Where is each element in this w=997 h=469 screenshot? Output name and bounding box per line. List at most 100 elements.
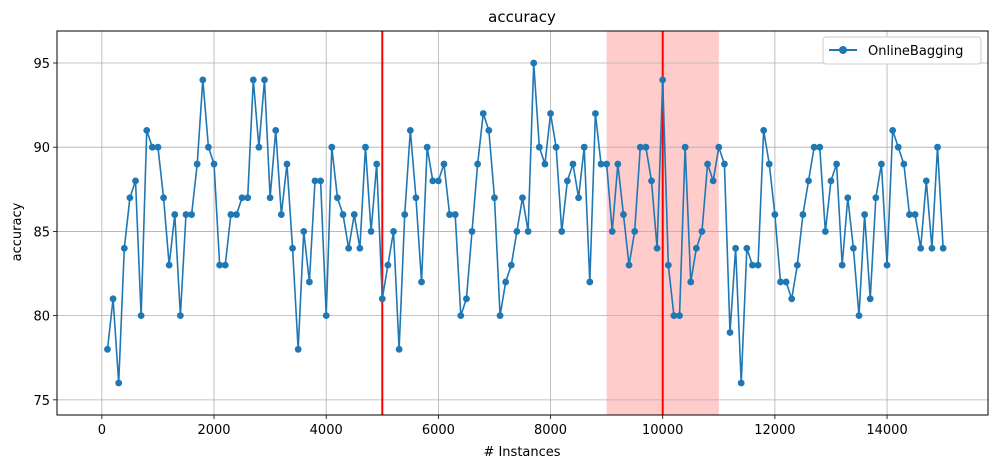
- data-point-118: [765, 160, 773, 168]
- data-point-26: [249, 76, 257, 84]
- x-tick-label-8000: 8000: [534, 423, 567, 438]
- data-point-137: [872, 194, 880, 202]
- data-point-145: [917, 244, 925, 252]
- data-point-68: [485, 126, 493, 134]
- data-point-19: [210, 160, 218, 168]
- legend: OnlineBagging: [822, 36, 982, 65]
- data-point-103: [681, 143, 689, 151]
- data-point-8: [148, 143, 156, 151]
- data-point-143: [906, 211, 913, 218]
- data-point-144: [911, 211, 919, 218]
- data-point-135: [861, 211, 869, 218]
- data-point-43: [345, 244, 353, 252]
- grid-layer: [57, 31, 988, 415]
- data-point-30: [272, 126, 280, 134]
- data-point-69: [491, 194, 498, 202]
- data-point-122: [788, 295, 796, 303]
- data-point-34: [294, 345, 302, 353]
- data-point-99: [659, 76, 667, 84]
- data-point-59: [434, 177, 442, 185]
- data-point-120: [777, 278, 784, 286]
- data-point-111: [726, 329, 734, 336]
- data-point-131: [838, 261, 846, 269]
- data-point-5: [132, 177, 139, 185]
- data-point-90: [608, 228, 616, 235]
- data-point-113: [737, 379, 745, 387]
- x-axis-label: # Instances: [483, 445, 560, 460]
- data-point-147: [928, 244, 936, 252]
- data-point-94: [631, 228, 639, 235]
- data-point-141: [894, 143, 902, 151]
- data-point-96: [642, 143, 650, 151]
- data-point-27: [255, 143, 263, 151]
- data-point-119: [771, 211, 779, 218]
- data-point-0: [104, 345, 111, 353]
- data-point-49: [378, 295, 386, 303]
- data-point-114: [743, 244, 751, 252]
- data-point-10: [160, 194, 167, 202]
- y-tick-label-75: 75: [33, 394, 50, 409]
- data-point-42: [339, 211, 347, 218]
- y-ticks: 75 80 85 90 95: [33, 57, 57, 409]
- data-point-117: [760, 126, 768, 134]
- data-point-101: [670, 312, 678, 320]
- data-point-133: [849, 244, 857, 252]
- data-point-78: [541, 160, 549, 168]
- data-point-44: [350, 211, 358, 218]
- data-point-53: [401, 211, 409, 218]
- data-point-65: [468, 228, 476, 235]
- data-point-61: [446, 211, 453, 218]
- data-point-95: [636, 143, 644, 151]
- data-point-140: [889, 126, 897, 134]
- data-point-14: [182, 211, 190, 218]
- data-point-88: [597, 160, 605, 168]
- data-point-6: [137, 312, 145, 320]
- data-point-138: [878, 160, 885, 168]
- data-point-148: [934, 143, 941, 151]
- data-point-81: [558, 228, 566, 235]
- data-point-12: [171, 211, 179, 218]
- data-point-70: [496, 312, 504, 320]
- x-tick-label-14000: 14000: [866, 423, 907, 438]
- data-point-20: [216, 261, 224, 269]
- x-tick-label-6000: 6000: [422, 423, 455, 438]
- data-point-3: [120, 244, 128, 252]
- legend-label: OnlineBagging: [868, 44, 963, 59]
- data-point-41: [334, 194, 341, 202]
- data-point-142: [900, 160, 908, 168]
- series-layer: [104, 59, 947, 387]
- x-tick-label-10000: 10000: [642, 423, 683, 438]
- data-point-104: [687, 278, 695, 286]
- data-point-77: [535, 143, 543, 151]
- data-point-80: [552, 143, 560, 151]
- data-point-37: [311, 177, 319, 185]
- y-tick-label-95: 95: [33, 57, 50, 72]
- data-point-100: [664, 261, 672, 269]
- data-point-22: [227, 211, 235, 218]
- data-point-106: [698, 228, 706, 235]
- data-point-23: [233, 211, 240, 218]
- data-point-126: [810, 143, 818, 151]
- data-point-83: [569, 160, 577, 168]
- data-point-33: [289, 244, 296, 252]
- series-line-0: [106, 62, 944, 384]
- data-point-63: [457, 312, 465, 320]
- y-axis-label: accuracy: [10, 202, 25, 261]
- data-point-38: [317, 177, 324, 185]
- data-point-136: [866, 295, 874, 303]
- data-point-66: [474, 160, 482, 168]
- data-point-116: [754, 261, 762, 269]
- data-point-93: [625, 261, 633, 269]
- data-point-107: [704, 160, 711, 168]
- data-point-82: [563, 177, 571, 185]
- data-point-79: [547, 110, 554, 117]
- data-point-124: [799, 211, 807, 218]
- data-point-129: [827, 177, 835, 185]
- data-point-112: [732, 244, 740, 252]
- x-tick-label-2000: 2000: [197, 423, 230, 438]
- data-point-76: [530, 59, 538, 67]
- data-point-128: [821, 228, 829, 235]
- data-point-52: [395, 345, 403, 353]
- data-point-35: [300, 228, 308, 235]
- data-point-2: [115, 379, 123, 387]
